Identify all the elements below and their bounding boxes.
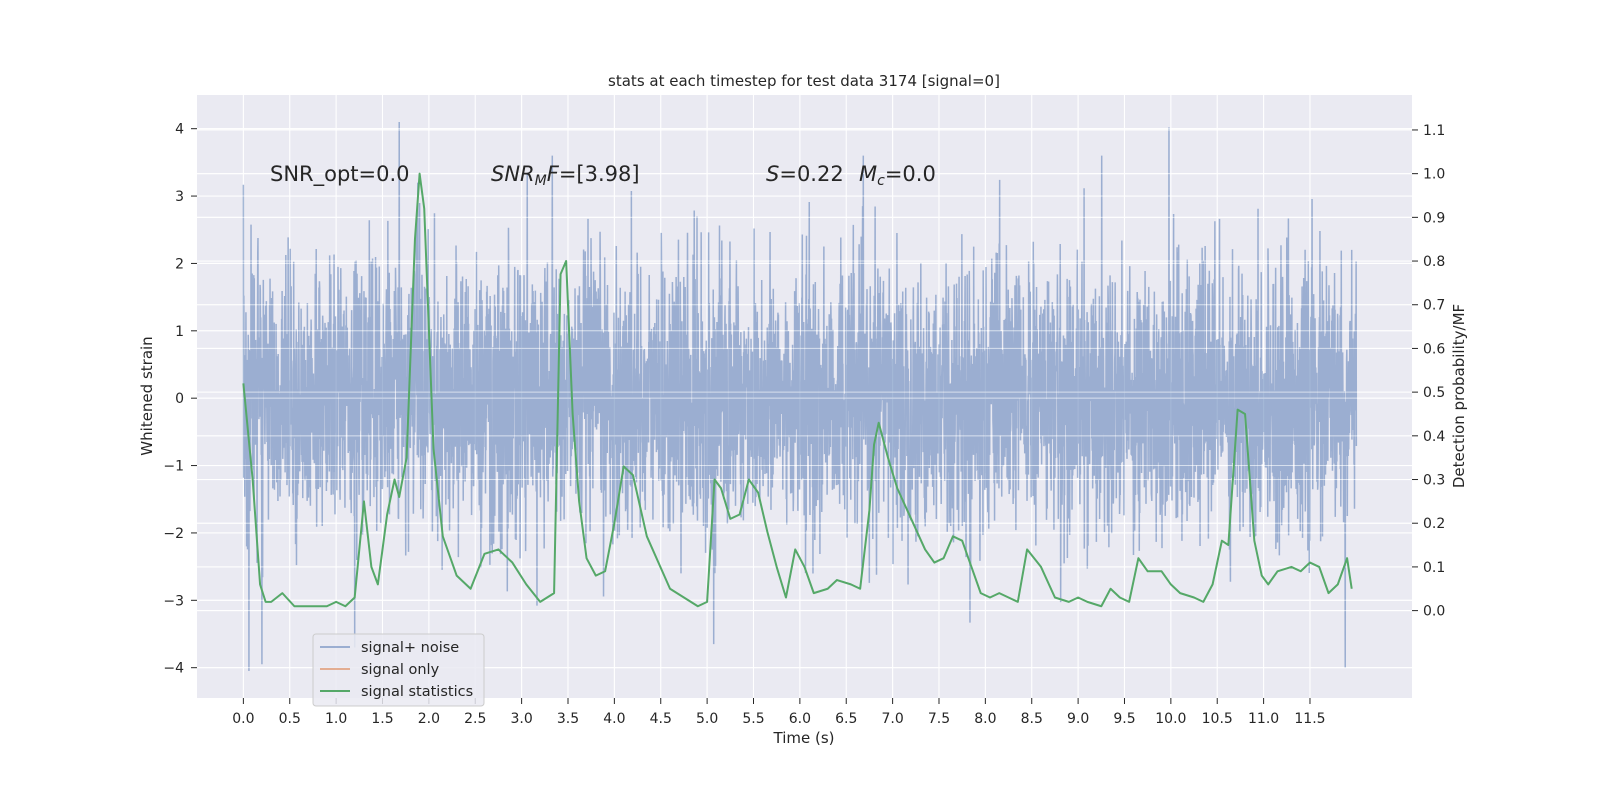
y-left-tick-label: −2	[163, 526, 184, 542]
y-right-tick-label: 1.0	[1423, 167, 1445, 183]
y-right-tick-label: 1.1	[1423, 123, 1445, 139]
x-tick-label: 11.0	[1248, 711, 1279, 727]
x-tick-label: 0.0	[232, 711, 254, 727]
annotation-snr-opt: SNR_opt=0.0	[270, 162, 410, 187]
x-axis-label: Time (s)	[773, 729, 835, 747]
annotation-s-name: S	[766, 162, 779, 186]
y-left-tick-label: −3	[163, 593, 184, 609]
y-right-tick-label: 0.3	[1423, 473, 1445, 489]
annotation-snr-mf-name: SNR	[491, 162, 535, 186]
y-left-tick-label: 2	[175, 256, 184, 272]
x-tick-label: 3.5	[557, 711, 579, 727]
y-right-tick-label: 0.1	[1423, 560, 1445, 576]
x-tick-label: 7.5	[928, 711, 950, 727]
annotations: SNR_opt=0.0 SNRMF=[3.98] S=0.22 Mc=0.0	[270, 162, 936, 189]
x-tick-label: 6.0	[789, 711, 811, 727]
annotation-snr-mf-sub: M	[535, 173, 547, 189]
y-right-tick-label: 0.4	[1423, 429, 1445, 445]
x-tick-label: 3.0	[510, 711, 532, 727]
y-right-tick-label: 0.2	[1423, 516, 1445, 532]
x-tick-label: 6.5	[835, 711, 857, 727]
y-axis-label-right: Detection probability/MF	[1450, 304, 1468, 488]
axes: 0.0 0.5 1.0 1.5 2.0 2.5 3.0 3.5 4.0 4.5 5.0 5.5 6.0 6…	[163, 122, 1445, 727]
x-tick-label: 1.5	[371, 711, 393, 727]
signal-statistics-series	[242, 172, 1353, 608]
x-tick-label: 10.5	[1202, 711, 1233, 727]
x-tick-label: 2.0	[418, 711, 440, 727]
chart-title: stats at each timestep for test data 317…	[608, 72, 1000, 90]
y-left-tick-label: 4	[175, 122, 184, 138]
annotation-s: S=0.22	[766, 162, 844, 186]
y-left-tick-label: −1	[163, 459, 184, 475]
legend-box	[312, 633, 485, 707]
legend: signal+ noise signal only signal statist…	[312, 633, 485, 707]
annotation-mc-sub: c	[877, 173, 885, 189]
signal-statistics-line	[242, 172, 1353, 608]
y-right-tick-label: 0.9	[1423, 210, 1445, 226]
y-left-tick-label: −4	[163, 661, 184, 677]
x-tick-label: 8.5	[1021, 711, 1043, 727]
x-tick-label: 9.0	[1067, 711, 1089, 727]
y-left-tick-label: 1	[175, 324, 184, 340]
signal-noise-series	[197, 121, 1412, 672]
x-tick-label: 11.5	[1294, 711, 1325, 727]
y-right-tick-label: 0.6	[1423, 341, 1445, 357]
signal-noise-line	[242, 121, 1358, 672]
annotation-snr-mf: SNRMF=[3.98]	[491, 162, 640, 189]
annotation-snr-mf-tail: F	[547, 162, 560, 186]
x-tick-label: 8.0	[974, 711, 996, 727]
x-tick-label: 5.5	[742, 711, 764, 727]
annotation-s-value: =0.22	[779, 162, 843, 186]
y-right-tick-label: 0.0	[1423, 604, 1445, 620]
annotation-snr-mf-value: =[3.98]	[559, 162, 640, 186]
annotation-mc: Mc=0.0	[859, 162, 936, 189]
legend-label-signal-only: signal only	[361, 662, 440, 678]
y-left-tick-label: 3	[175, 189, 184, 205]
x-tick-label: 1.0	[325, 711, 347, 727]
y-right-tick-label: 0.7	[1423, 298, 1445, 314]
annotation-mc-name: M	[859, 162, 877, 186]
legend-label-signal-statistics: signal statistics	[361, 684, 473, 700]
x-tick-label: 2.5	[464, 711, 486, 727]
x-tick-label: 10.0	[1155, 711, 1186, 727]
x-tick-label: 0.5	[279, 711, 301, 727]
x-tick-label: 7.0	[881, 711, 903, 727]
x-tick-label: 4.0	[603, 711, 625, 727]
y-right-tick-label: 0.8	[1423, 254, 1445, 270]
x-tick-label: 9.5	[1113, 711, 1135, 727]
y-axis-label-left: Whitened strain	[138, 336, 156, 455]
x-tick-label: 4.5	[650, 711, 672, 727]
legend-label-signal-noise: signal+ noise	[361, 640, 459, 656]
y-left-tick-label: 0	[175, 391, 184, 407]
x-tick-label: 5.0	[696, 711, 718, 727]
annotation-mc-value: =0.0	[885, 162, 936, 186]
y-right-tick-label: 0.5	[1423, 385, 1445, 401]
